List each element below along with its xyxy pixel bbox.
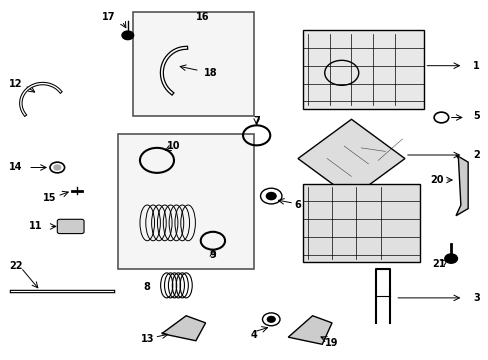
Text: 20: 20 [429, 175, 443, 185]
Polygon shape [287, 316, 331, 344]
Polygon shape [297, 119, 404, 198]
Text: 11: 11 [29, 221, 42, 231]
Text: 19: 19 [325, 338, 338, 347]
Text: 3: 3 [472, 293, 479, 303]
Text: 15: 15 [43, 193, 57, 203]
Polygon shape [162, 316, 205, 341]
Bar [118, 134, 254, 269]
FancyBboxPatch shape [57, 219, 84, 234]
Circle shape [267, 316, 275, 322]
Circle shape [122, 31, 133, 40]
Text: 7: 7 [253, 116, 260, 126]
Text: 10: 10 [167, 141, 181, 151]
FancyBboxPatch shape [302, 30, 424, 109]
Text: 8: 8 [143, 282, 150, 292]
Circle shape [266, 193, 276, 200]
Text: 6: 6 [294, 200, 301, 210]
Text: 21: 21 [431, 259, 445, 269]
Text: 18: 18 [203, 68, 217, 78]
Text: 1: 1 [472, 61, 479, 71]
Text: 5: 5 [472, 111, 479, 121]
Polygon shape [455, 155, 467, 216]
Text: 13: 13 [140, 334, 154, 344]
Circle shape [54, 165, 61, 170]
FancyBboxPatch shape [302, 184, 419, 262]
Text: 2: 2 [472, 150, 479, 160]
Text: 17: 17 [102, 13, 115, 22]
Text: 16: 16 [196, 13, 209, 22]
Text: 12: 12 [9, 78, 22, 89]
Text: 9: 9 [209, 250, 216, 260]
Text: 22: 22 [9, 261, 22, 271]
Text: 14: 14 [9, 162, 22, 172]
Bar [132, 12, 254, 116]
Text: 4: 4 [250, 330, 257, 341]
Circle shape [444, 254, 457, 263]
